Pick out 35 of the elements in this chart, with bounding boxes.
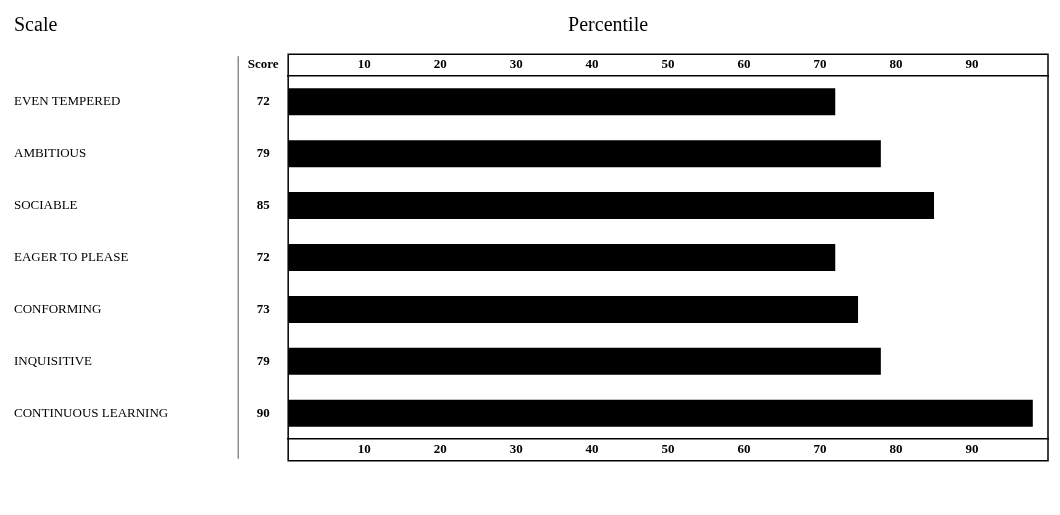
x-tick-label: 30 <box>509 441 523 457</box>
y-tick-label: SOCIABLE <box>14 197 78 213</box>
x-tick-label: 90 <box>965 441 979 457</box>
x2-axis-title: Percentile <box>568 13 649 36</box>
text: 79 <box>256 352 271 368</box>
text: 90 <box>256 404 270 420</box>
y-tick-label: CONTINUOUS LEARNING <box>14 404 169 420</box>
y-tick-label: EVEN TEMPERED <box>14 93 121 109</box>
y-tick-label: CONFORMING <box>14 300 102 316</box>
y-tick-label: EAGER TO PLEASE <box>14 248 129 264</box>
y-axis-title: Scale <box>14 13 58 36</box>
text: 72 <box>256 248 270 264</box>
x-tick-label: 80 <box>889 441 903 457</box>
x2-tick-label: 90 <box>965 56 979 72</box>
text: 72 <box>256 93 270 109</box>
x-tick-label: 60 <box>737 441 751 457</box>
x2-tick-label: 20 <box>433 56 447 72</box>
x2-tick-label: 70 <box>813 56 827 72</box>
x-tick-label: 20 <box>433 441 447 457</box>
text: 73 <box>256 300 271 316</box>
x-tick-label: 70 <box>813 441 827 457</box>
text: 85 <box>256 196 271 212</box>
x2-tick-label: 60 <box>737 56 751 72</box>
x-tick-label: 40 <box>585 441 599 457</box>
text: Score <box>247 56 279 72</box>
y-tick-label: AMBITIOUS <box>14 145 87 161</box>
x2-tick-label: 80 <box>889 56 903 72</box>
x2-tick-label: 40 <box>585 56 599 72</box>
x2-tick-label: 10 <box>357 56 371 72</box>
x2-tick-label: 50 <box>661 56 675 72</box>
text: 79 <box>256 145 271 161</box>
x2-tick-label: 30 <box>509 56 523 72</box>
x-tick-label: 50 <box>661 441 675 457</box>
y-tick-label: INQUISITIVE <box>14 352 93 368</box>
x-tick-label: 10 <box>357 441 371 457</box>
